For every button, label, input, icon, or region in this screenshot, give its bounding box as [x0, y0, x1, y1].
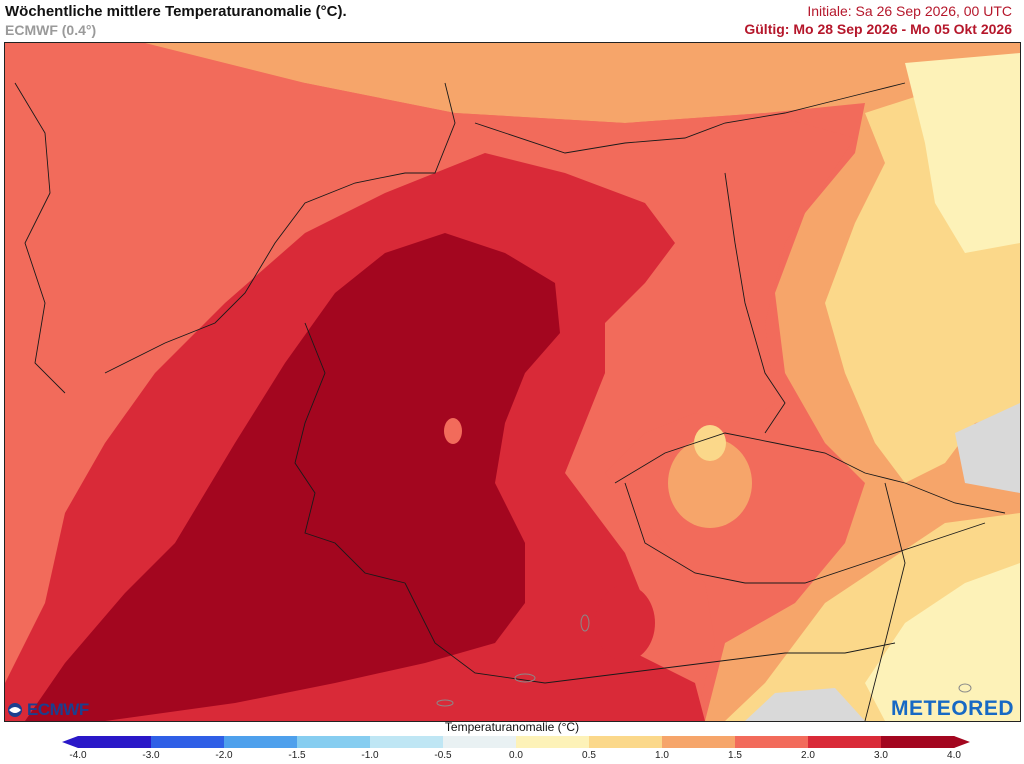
colorbar-tick-label: 1.0	[655, 750, 669, 761]
country-borders	[14, 82, 1006, 721]
colorbar-tick-label: 0.0	[509, 750, 523, 761]
border-czech-south	[624, 482, 986, 584]
anomaly-island-yellow	[694, 425, 726, 461]
anomaly-field-0-0-5-east	[955, 403, 1020, 493]
colorbar-tick-label: 3.0	[874, 750, 888, 761]
border-alps	[404, 582, 896, 684]
anomaly-map[interactable]	[4, 42, 1021, 722]
anomaly-island-red	[595, 585, 655, 661]
anomaly-field-0-5-1-east	[905, 53, 1020, 253]
colorbar-tick-label: -1.0	[361, 750, 379, 761]
valid-period: Gültig: Mo 28 Sep 2026 - Mo 05 Okt 2026	[744, 21, 1012, 37]
anomaly-field-0-5-1-southeast	[865, 563, 1020, 721]
border-austria-hungary	[864, 482, 906, 721]
colorbar-segment	[735, 736, 809, 748]
anomaly-island-orange	[668, 438, 752, 528]
colorbar-tick-label: -2.0	[215, 750, 233, 761]
colorbar-segment	[370, 736, 444, 748]
colorbar-arrow-low	[62, 736, 78, 748]
colorbar-arrow-high	[954, 736, 970, 748]
lakes	[436, 614, 972, 707]
anomaly-map-canvas	[5, 43, 1020, 721]
colorbar-segment	[808, 736, 882, 748]
initial-time: Initiale: Sa 26 Sep 2026, 00 UTC	[807, 3, 1012, 19]
colorbar-segment	[662, 736, 736, 748]
map-title: Wöchentliche mittlere Temperaturanomalie…	[5, 3, 347, 20]
colorbar-segment	[78, 736, 152, 748]
colorbar-segment	[589, 736, 663, 748]
ecmwf-logo: ECMWF	[6, 700, 89, 720]
colorbar-tick-label: 1.5	[728, 750, 742, 761]
anomaly-field-0-0-5-south	[745, 688, 865, 721]
colorbar-tick-label: -0.5	[434, 750, 452, 761]
border-czech-north	[614, 432, 1006, 514]
colorbar-ticks: -4.0 -3.0 -2.0 -1.5 -1.0 -0.5 0.0 0.5 1.0 1.5 2.0 3…	[0, 750, 1024, 764]
coastline-north-sea	[104, 82, 456, 374]
coastline-baltic	[474, 82, 906, 154]
border-west	[294, 322, 406, 584]
colorbar-tick-label: -1.5	[288, 750, 306, 761]
legend-title: Temperaturanomalie (°C)	[444, 720, 580, 734]
colorbar-segment	[881, 736, 955, 748]
colorbar-tick-label: 2.0	[801, 750, 815, 761]
ecmwf-logo-icon	[8, 703, 22, 717]
colorbar-tick-label: 4.0	[947, 750, 961, 761]
border-germany-poland	[724, 172, 786, 434]
anomaly-island-salmon	[444, 418, 462, 444]
colorbar-segment	[151, 736, 225, 748]
model-label: ECMWF (0.4°)	[5, 22, 97, 38]
colorbar-segment	[224, 736, 298, 748]
colorbar	[62, 736, 970, 748]
coastline-uk	[14, 82, 66, 394]
colorbar-segment	[516, 736, 590, 748]
anomaly-field-above-4	[25, 233, 560, 721]
ecmwf-logo-text: ECMWF	[27, 700, 89, 719]
colorbar-tick-label: -4.0	[69, 750, 87, 761]
colorbar-segment	[297, 736, 371, 748]
colorbar-tick-label: -3.0	[142, 750, 160, 761]
meteored-logo: METEORED	[890, 697, 1014, 720]
colorbar-segment	[443, 736, 517, 748]
map-header: Wöchentliche mittlere Temperaturanomalie…	[0, 0, 1024, 44]
colorbar-tick-label: 0.5	[582, 750, 596, 761]
